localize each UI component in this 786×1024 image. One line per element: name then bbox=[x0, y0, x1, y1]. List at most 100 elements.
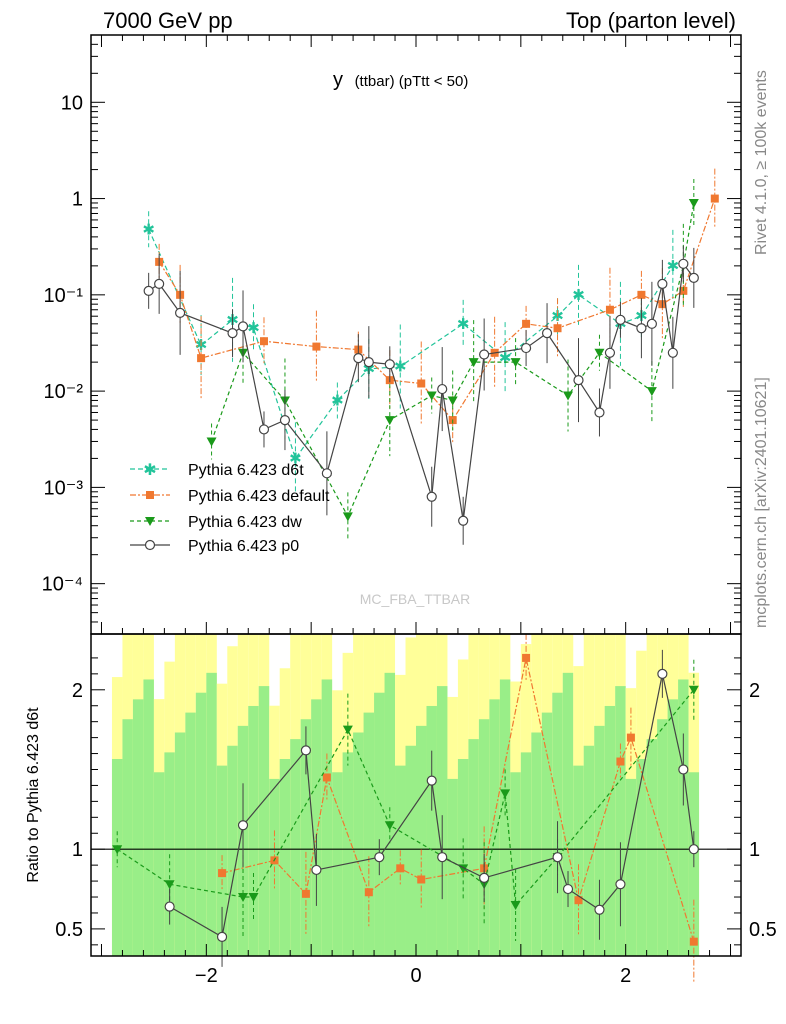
main-series-default bbox=[155, 168, 719, 445]
point-p0 bbox=[258, 424, 270, 435]
legend-label-default: Pythia 6.423 default bbox=[188, 488, 330, 505]
ratio-uncertainty-bands bbox=[111, 634, 700, 956]
legend-label-p0: Pythia 6.423 p0 bbox=[188, 538, 299, 555]
point-p0 bbox=[594, 407, 605, 418]
point-default bbox=[417, 379, 426, 388]
band-green bbox=[625, 778, 637, 956]
point-dw bbox=[563, 391, 574, 401]
ratio-y-tick-label: 1 bbox=[72, 839, 83, 861]
point-p0 bbox=[688, 844, 699, 855]
point-p0 bbox=[678, 258, 689, 269]
rivet-label: Rivet 4.1.0, ≥ 100k events bbox=[753, 70, 770, 255]
point-d6t: ✱ bbox=[289, 450, 302, 467]
legend-entry-dw: Pythia 6.423 dw bbox=[130, 514, 302, 531]
point-d6t: ✱ bbox=[247, 320, 260, 337]
legend-label-d6t: Pythia 6.423 d6t bbox=[188, 462, 304, 479]
point-default bbox=[689, 937, 698, 946]
point-dw bbox=[510, 900, 521, 910]
point-default bbox=[364, 888, 373, 897]
point-default bbox=[417, 875, 426, 884]
band-green bbox=[132, 699, 144, 956]
point-p0 bbox=[657, 668, 668, 679]
legend-marker-d6t: ✱ bbox=[143, 462, 156, 479]
ratio-series-default bbox=[218, 633, 698, 984]
legend-entry-d6t: ✱ Pythia 6.423 d6t bbox=[130, 462, 304, 479]
point-dw bbox=[594, 348, 605, 358]
band-green bbox=[468, 739, 479, 956]
x-tick-label: −2 bbox=[195, 965, 218, 987]
point-p0 bbox=[479, 349, 490, 360]
band-green bbox=[416, 725, 427, 956]
point-dw bbox=[447, 396, 458, 406]
point-p0 bbox=[154, 278, 165, 289]
band-green bbox=[227, 745, 238, 956]
point-default bbox=[553, 324, 562, 333]
point-dw bbox=[510, 358, 521, 368]
band-green bbox=[615, 686, 626, 956]
point-dw bbox=[238, 893, 249, 903]
point-dw bbox=[384, 821, 395, 831]
series-layer: ✱✱✱✱✱✱✱✱✱✱✱✱✱✱✱ bbox=[112, 168, 719, 984]
point-p0 bbox=[426, 491, 437, 502]
band-green bbox=[447, 778, 458, 956]
point-d6t: ✱ bbox=[667, 258, 680, 275]
ratio-line-p0 bbox=[169, 673, 695, 938]
main-series-p0 bbox=[143, 245, 699, 545]
band-green bbox=[206, 672, 217, 956]
point-d6t: ✱ bbox=[142, 221, 155, 238]
point-p0 bbox=[657, 278, 668, 289]
point-default bbox=[197, 354, 206, 363]
point-p0 bbox=[384, 359, 395, 370]
point-dw bbox=[468, 358, 479, 368]
main-series-dw bbox=[206, 178, 699, 541]
band-green bbox=[395, 765, 406, 956]
legend: ✱ Pythia 6.423 d6t Pythia 6.423 default … bbox=[130, 462, 330, 555]
point-p0 bbox=[636, 323, 647, 334]
point-d6t: ✱ bbox=[572, 287, 585, 304]
band-green bbox=[363, 712, 375, 956]
point-p0 bbox=[363, 357, 374, 368]
y-tick-label: 10⁻³ bbox=[44, 477, 84, 499]
point-p0 bbox=[374, 852, 385, 863]
band-green bbox=[489, 699, 500, 956]
band-green bbox=[573, 765, 584, 956]
ratio-line-dw bbox=[116, 689, 695, 907]
main-line-default bbox=[158, 198, 716, 422]
point-p0 bbox=[216, 931, 228, 942]
band-green bbox=[667, 699, 679, 956]
band-green bbox=[646, 739, 658, 956]
point-default bbox=[259, 337, 268, 346]
band-green bbox=[185, 712, 196, 956]
point-p0 bbox=[615, 314, 626, 325]
band-green bbox=[300, 719, 312, 956]
legend-marker-p0 bbox=[144, 539, 156, 551]
ratio-y-tick-label-right: 2 bbox=[749, 680, 760, 702]
point-d6t: ✱ bbox=[551, 308, 564, 325]
point-p0 bbox=[604, 347, 616, 358]
point-default bbox=[312, 342, 321, 351]
point-default bbox=[218, 869, 227, 878]
point-p0 bbox=[678, 764, 689, 775]
band-green bbox=[332, 772, 343, 956]
band-green bbox=[520, 752, 532, 956]
point-dw bbox=[688, 198, 699, 208]
band-green bbox=[478, 719, 490, 956]
point-dw bbox=[248, 893, 259, 903]
legend-marker-default bbox=[146, 491, 154, 499]
point-dw bbox=[500, 789, 511, 799]
x-tick-label: 0 bbox=[410, 965, 421, 987]
point-d6t: ✱ bbox=[457, 316, 470, 333]
point-default bbox=[605, 305, 614, 314]
point-default bbox=[522, 319, 531, 328]
legend-entry-p0: Pythia 6.423 p0 bbox=[130, 538, 299, 555]
point-p0 bbox=[688, 272, 699, 283]
point-p0 bbox=[175, 307, 186, 318]
band-green bbox=[111, 759, 123, 956]
point-p0 bbox=[227, 328, 238, 339]
point-p0 bbox=[437, 852, 448, 863]
plot-title: y (ttbar) (pTtt < 50) bbox=[333, 69, 468, 91]
main-line-dw bbox=[210, 202, 695, 518]
band-green bbox=[258, 686, 270, 956]
point-p0 bbox=[353, 353, 364, 364]
